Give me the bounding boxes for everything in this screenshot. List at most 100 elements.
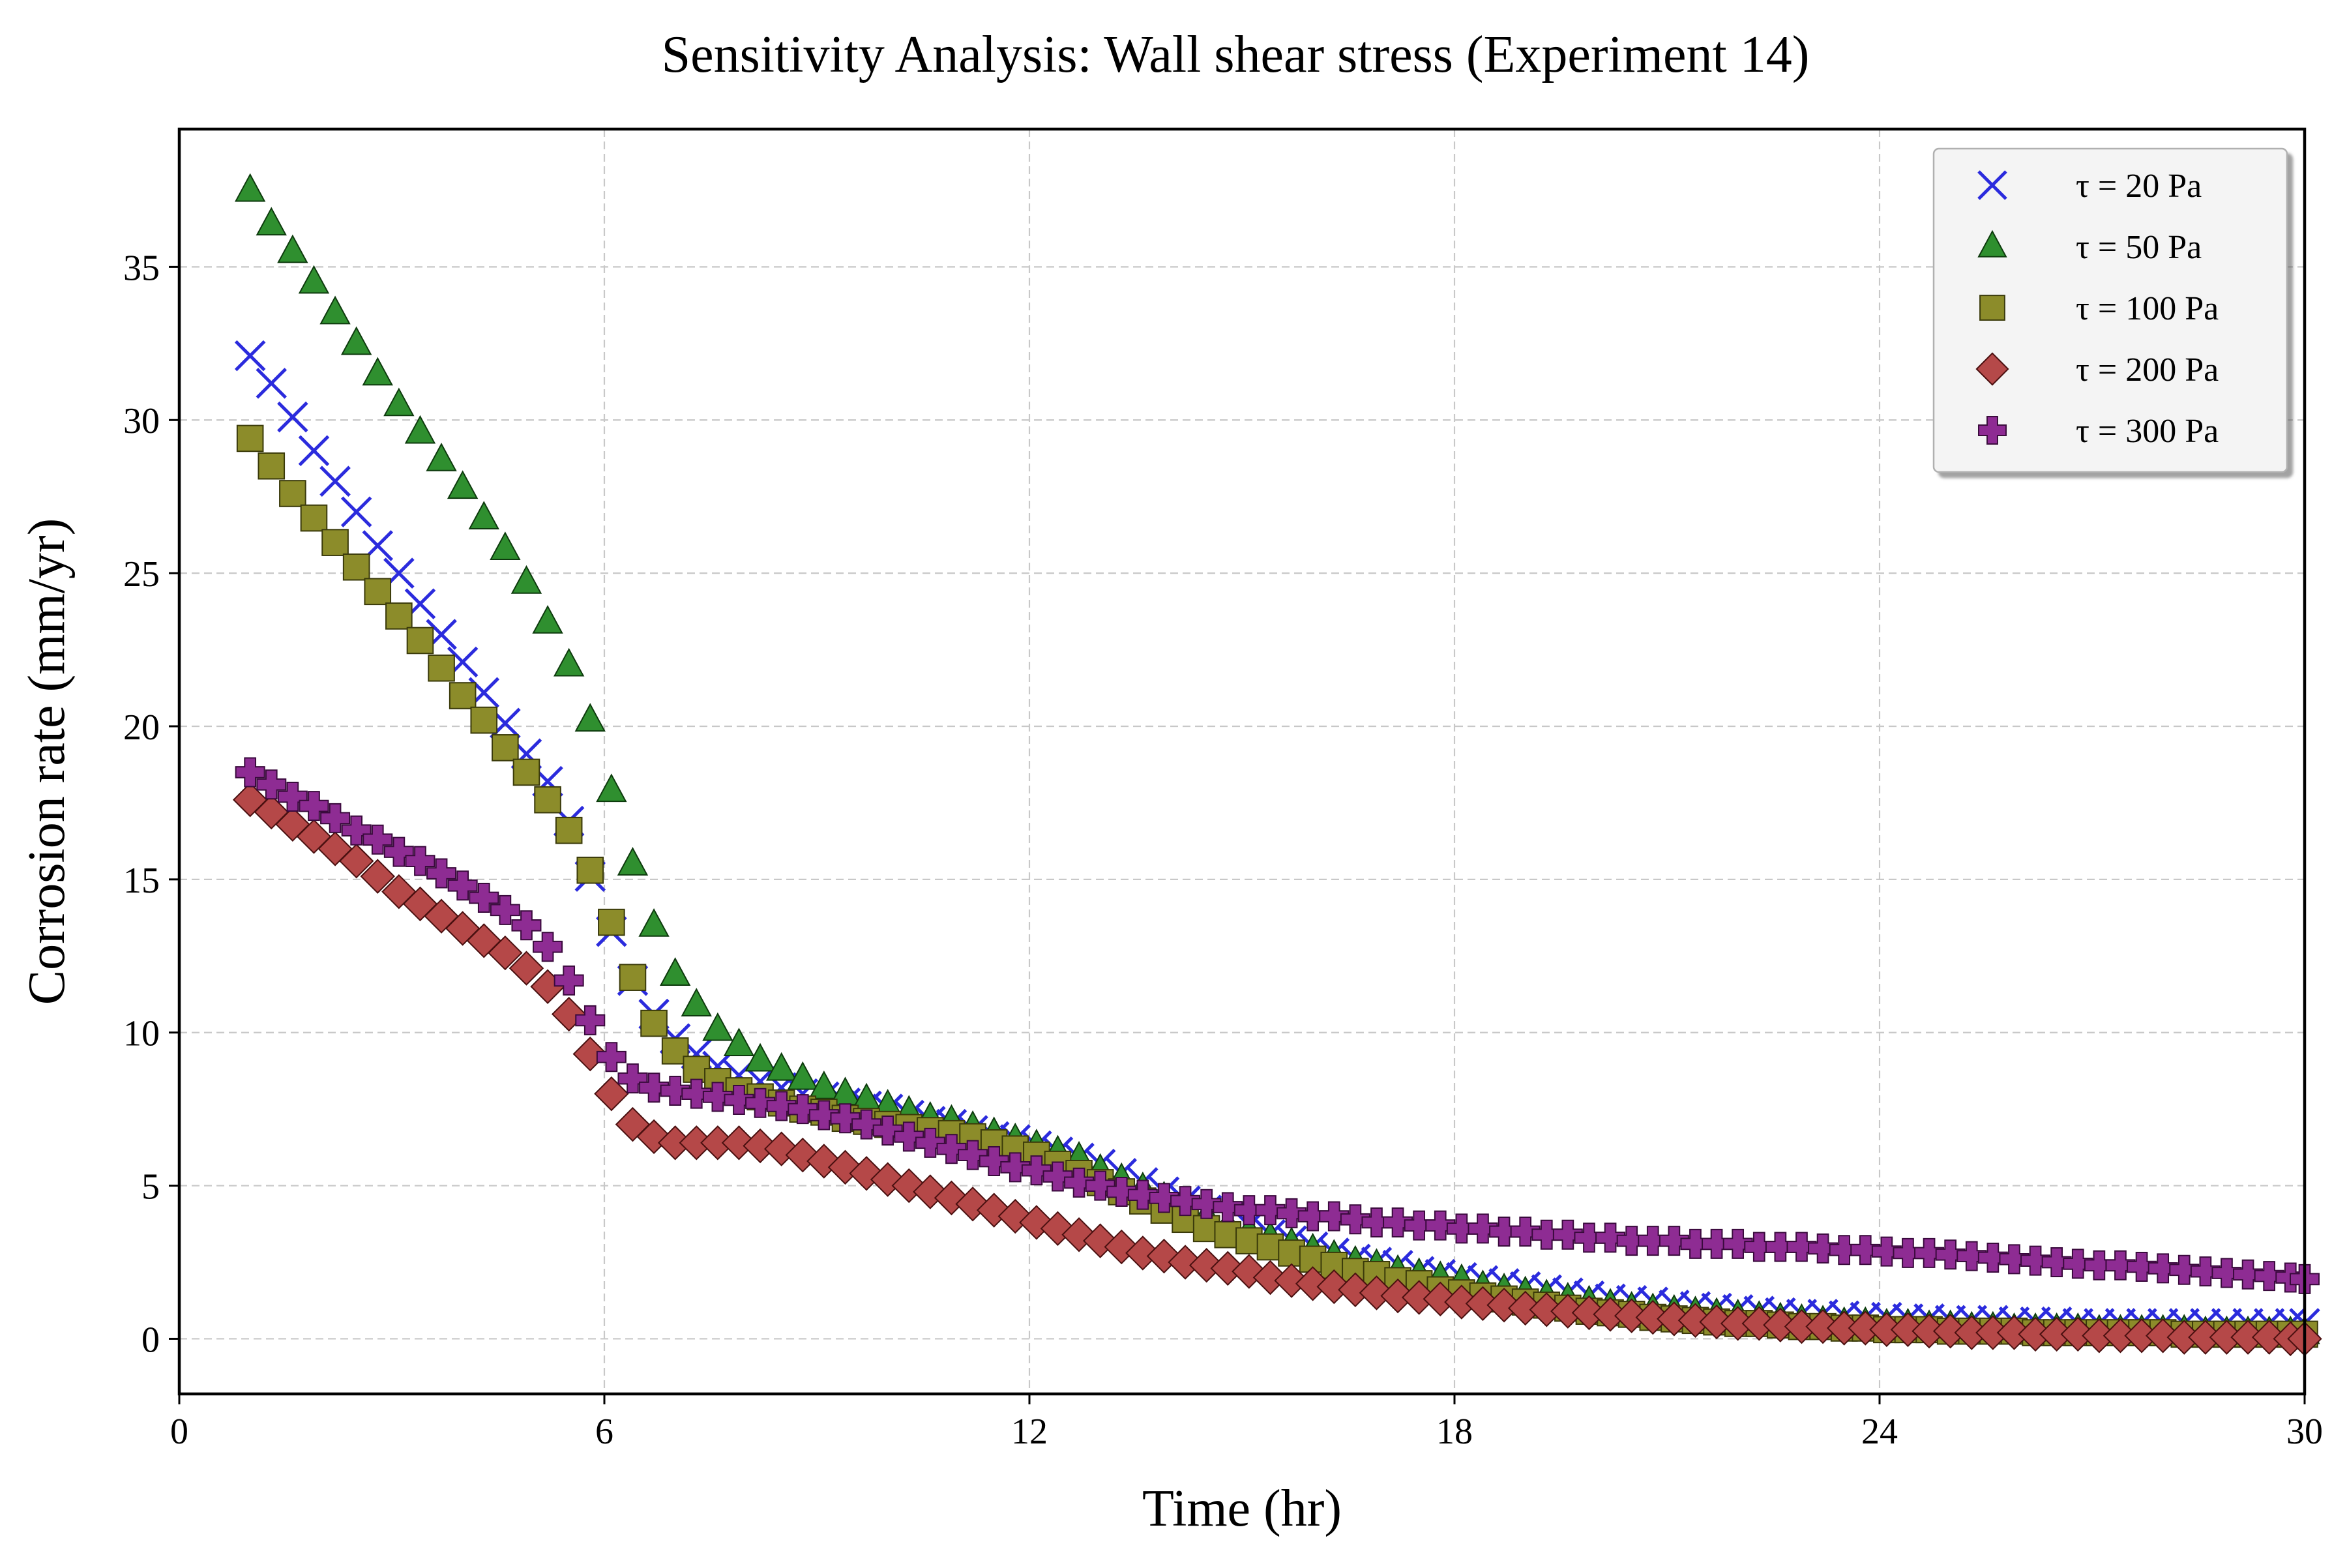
- data-point: [321, 529, 349, 556]
- data-point: [1319, 1201, 1350, 1232]
- data-point: [724, 1085, 754, 1116]
- x-tick-label: 12: [1011, 1412, 1048, 1452]
- data-point: [1999, 1244, 2030, 1275]
- data-point: [1188, 1247, 1224, 1283]
- data-point: [254, 794, 289, 830]
- data-point: [509, 951, 544, 986]
- x-tick-label: 6: [595, 1412, 613, 1452]
- data-point: [362, 824, 393, 855]
- data-point: [1252, 1260, 1288, 1295]
- x-tick-label: 30: [2286, 1412, 2323, 1452]
- data-point: [913, 1174, 948, 1209]
- data-point: [277, 782, 308, 812]
- data-point: [1213, 1192, 1243, 1222]
- data-point: [338, 843, 374, 879]
- data-point: [745, 1087, 776, 1118]
- legend-label: τ = 100 Pa: [2076, 290, 2219, 327]
- data-point: [1340, 1204, 1370, 1235]
- data-point: [319, 295, 351, 325]
- data-point: [766, 1091, 797, 1121]
- data-point: [1277, 1198, 1307, 1228]
- data-point: [360, 859, 395, 894]
- data-point: [1425, 1210, 1456, 1241]
- data-point: [617, 847, 649, 876]
- legend-label: τ = 50 Pa: [2076, 229, 2202, 266]
- legend-marker: [1977, 170, 2007, 200]
- data-point: [575, 1005, 606, 1035]
- y-tick-label: 20: [123, 707, 160, 748]
- data-point: [1210, 1250, 1245, 1286]
- data-point: [594, 1076, 629, 1112]
- data-point: [300, 504, 328, 532]
- data-point: [1893, 1237, 1923, 1268]
- data-point: [1489, 1217, 1520, 1247]
- legend-label: τ = 300 Pa: [2076, 413, 2219, 450]
- data-point: [492, 734, 519, 762]
- data-point: [256, 769, 287, 800]
- data-point: [640, 1009, 668, 1037]
- data-layer: [232, 173, 2322, 1357]
- data-point: [1659, 1226, 1689, 1256]
- data-point: [1486, 1288, 1522, 1323]
- legend: τ = 20 Pa τ = 50 Pa τ = 100 Pa τ = 200 Pa τ …: [1932, 147, 2288, 473]
- data-point: [1446, 1213, 1477, 1244]
- data-point: [340, 326, 372, 355]
- data-point: [1021, 1155, 1052, 1186]
- data-point: [256, 207, 287, 236]
- data-point: [1297, 1201, 1328, 1232]
- data-point: [1019, 1205, 1054, 1240]
- data-point: [958, 1140, 988, 1170]
- data-point: [1574, 1222, 1604, 1253]
- data-point: [1061, 1217, 1097, 1252]
- data-point: [1616, 1226, 1647, 1256]
- y-tick-label: 10: [123, 1014, 160, 1054]
- data-point: [553, 647, 585, 677]
- legend-item: τ = 100 Pa: [1979, 290, 2219, 327]
- data-point: [1638, 1226, 1668, 1256]
- legend-label: τ = 20 Pa: [2076, 168, 2202, 205]
- data-point: [681, 1078, 712, 1109]
- data-point: [806, 1144, 842, 1179]
- data-point: [234, 340, 266, 372]
- data-point: [659, 957, 691, 986]
- data-point: [1232, 1254, 1267, 1289]
- data-point: [320, 803, 351, 833]
- data-point: [510, 565, 542, 594]
- data-point: [1168, 1245, 1203, 1280]
- x-axis-label: Time (hr): [1142, 1480, 1342, 1537]
- data-point: [426, 858, 457, 889]
- y-tick-label: 30: [123, 401, 160, 441]
- data-point: [1085, 1170, 1115, 1201]
- data-point: [2020, 1245, 2051, 1276]
- data-point: [1383, 1207, 1413, 1237]
- data-point: [765, 1052, 797, 1081]
- data-point: [1295, 1266, 1331, 1301]
- x-tick-label: 0: [170, 1412, 188, 1452]
- data-point: [1149, 1183, 1179, 1213]
- data-point: [787, 1061, 818, 1090]
- data-point: [702, 1082, 733, 1112]
- data-point: [447, 470, 479, 499]
- x-tick-label: 18: [1436, 1412, 1473, 1452]
- data-point: [1914, 1237, 1945, 1268]
- data-point: [788, 1094, 818, 1125]
- legend-item: τ = 300 Pa: [1978, 413, 2219, 450]
- data-point: [915, 1127, 945, 1158]
- data-point: [1082, 1223, 1118, 1258]
- data-point: [1106, 1176, 1137, 1207]
- data-point: [763, 1131, 799, 1166]
- data-point: [1935, 1239, 1966, 1270]
- data-point: [979, 1146, 1009, 1176]
- series-3: [232, 782, 2322, 1357]
- data-point: [1871, 1236, 1902, 1267]
- data-point: [1104, 1229, 1139, 1265]
- data-point: [551, 996, 587, 1032]
- data-point: [1829, 1235, 1859, 1265]
- data-point: [1552, 1219, 1583, 1250]
- data-point: [596, 1042, 627, 1072]
- data-point: [596, 773, 627, 803]
- data-point: [2233, 1259, 2264, 1290]
- data-point: [1850, 1235, 1881, 1265]
